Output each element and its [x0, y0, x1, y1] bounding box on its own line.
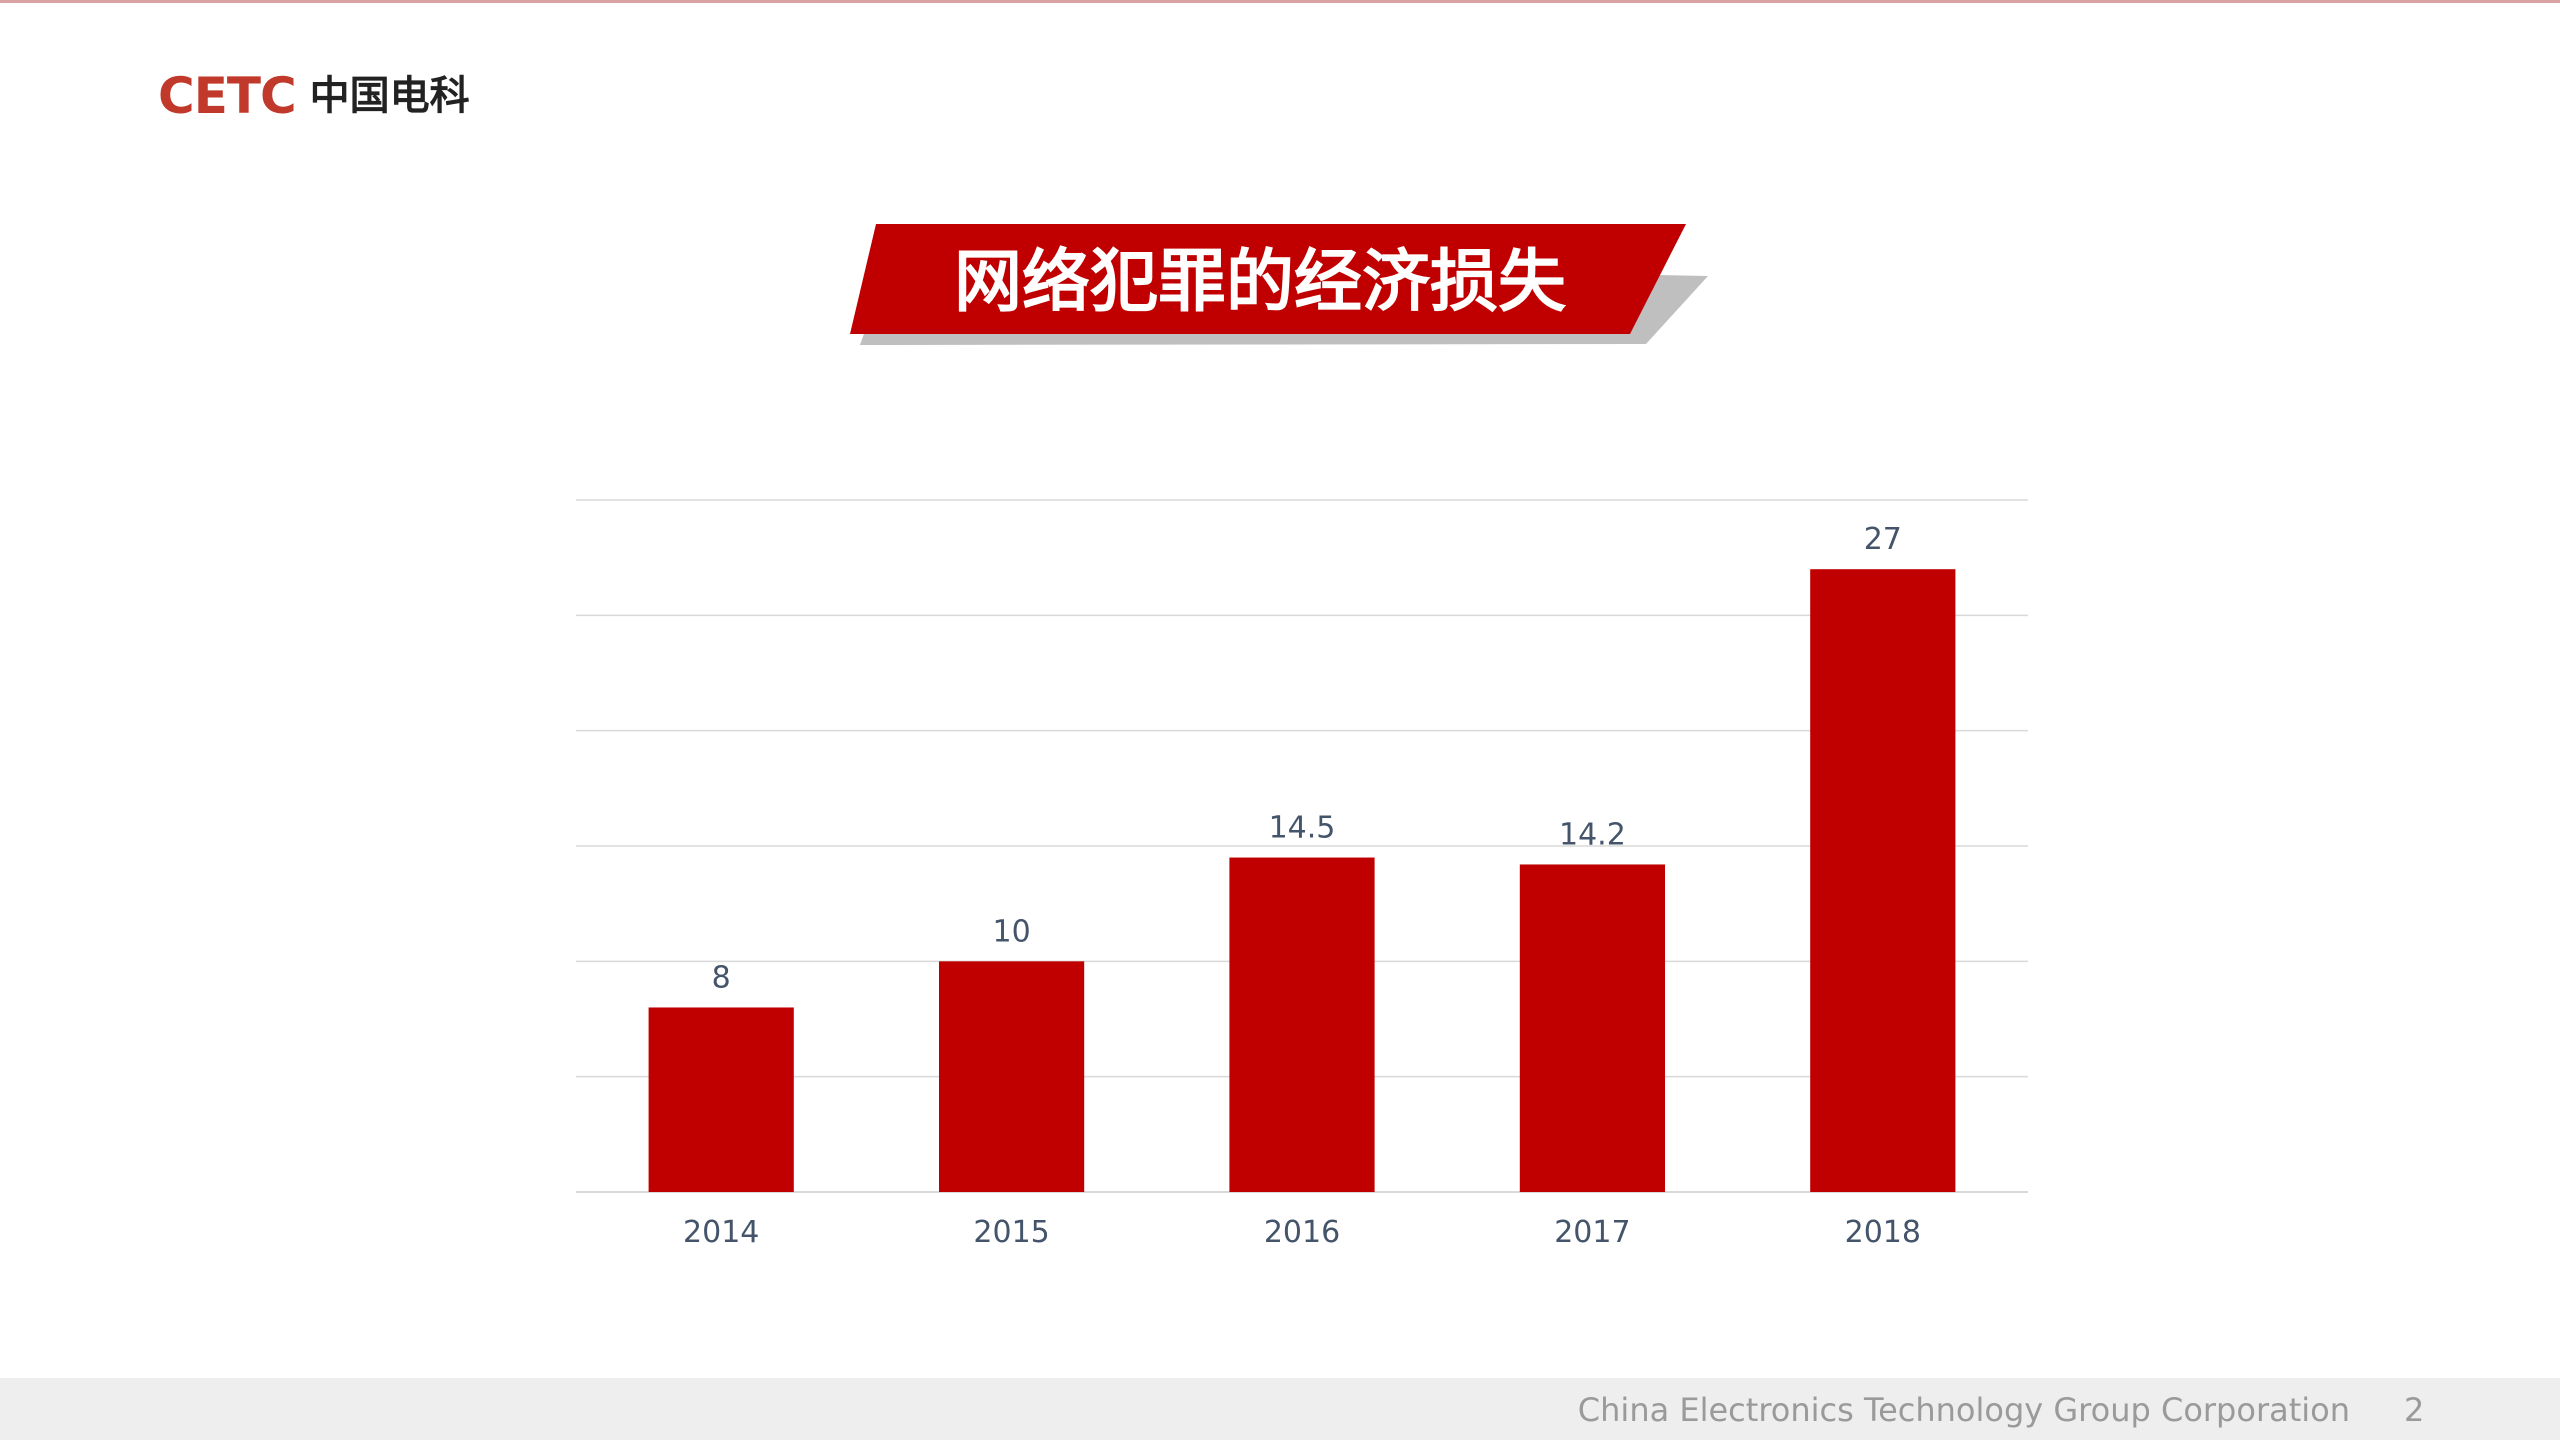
logo-name: 中国电科 [309, 73, 470, 119]
x-tick-label-2016: 2016 [1264, 1215, 1340, 1250]
data-label-2017: 14.2 [1559, 817, 1626, 852]
x-tick-label-2014: 2014 [683, 1215, 759, 1250]
bar-2014 [648, 1007, 794, 1192]
bar-2017 [1519, 864, 1665, 1192]
bar-chart: 8 2014 10 2015 14.5 2016 14.2 2017 27 2018 [576, 499, 2028, 1250]
data-label-2015: 10 [993, 914, 1031, 949]
logo-mark: CETC [158, 67, 297, 125]
footer-organization: China Electronics Technology Group Corpo… [1577, 1391, 2350, 1429]
data-label-2014: 8 [712, 960, 731, 995]
x-tick-label-2018: 2018 [1845, 1215, 1921, 1250]
top-rule [0, 0, 2560, 3]
x-tick-label-2017: 2017 [1554, 1215, 1630, 1250]
title-banner: 网络犯罪的经济损失 [840, 220, 1720, 350]
bar-2018 [1810, 569, 1956, 1192]
title-banner-shape [850, 224, 1708, 345]
footer-bar [0, 1378, 2560, 1440]
cetc-logo: CETC 中国电科 [158, 66, 470, 126]
x-tick-label-2015: 2015 [973, 1215, 1049, 1250]
bar-2016 [1229, 857, 1375, 1192]
page-number: 2 [2404, 1391, 2425, 1429]
page-title: 网络犯罪的经济损失 [953, 243, 1566, 322]
bar-2015 [939, 961, 1085, 1192]
data-label-2018: 27 [1864, 522, 1902, 557]
data-label-2016: 14.5 [1269, 811, 1336, 846]
